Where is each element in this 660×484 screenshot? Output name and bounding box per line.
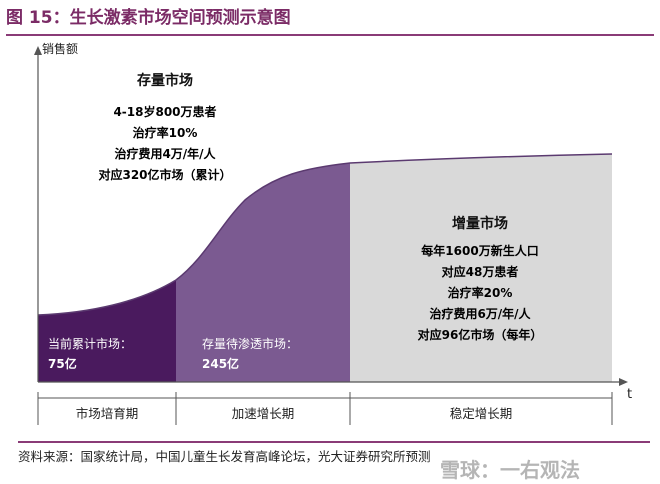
pending-market-area	[176, 163, 350, 382]
incremental-market-line: 每年1600万新生人口	[421, 244, 539, 258]
phase-label: 稳定增长期	[449, 406, 513, 421]
incremental-market-line: 对应48万患者	[441, 265, 519, 279]
y-axis-arrow	[34, 46, 42, 55]
stock-market-block: 存量市场 4-18岁800万患者 治疗率10% 治疗费用4万/年/人 对应320…	[80, 70, 250, 186]
incremental-market-line: 对应96亿市场（每年）	[417, 328, 543, 342]
stock-market-line: 治疗率10%	[132, 126, 198, 140]
figure-title: 图 15：生长激素市场空间预测示意图	[6, 4, 654, 36]
pending-market-value: 245亿	[202, 357, 240, 371]
phase-label: 加速增长期	[231, 406, 295, 421]
cumulative-market-label: 当前累计市场： 75亿	[48, 334, 132, 374]
pending-market-text: 存量待渗透市场：	[202, 337, 299, 351]
growth-curve	[37, 153, 613, 316]
incremental-market-line: 治疗率20%	[447, 286, 513, 300]
figure-title-text: 图 15：生长激素市场空间预测示意图	[6, 8, 291, 28]
cumulative-market-area	[38, 280, 176, 382]
x-axis-label: t	[627, 387, 633, 402]
pending-market-label: 存量待渗透市场： 245亿	[202, 334, 298, 374]
stock-market-line: 对应320亿市场（累计）	[98, 168, 232, 182]
incremental-market-line: 治疗费用6万/年/人	[429, 307, 531, 321]
y-axis-label: 销售额	[42, 42, 79, 56]
cumulative-market-value: 75亿	[48, 357, 77, 371]
source-note: 资料来源：国家统计局，中国儿童生长发育高峰论坛，光大证券研究所预测	[18, 441, 650, 465]
source-text: 资料来源：国家统计局，中国儿童生长发育高峰论坛，光大证券研究所预测	[18, 449, 431, 464]
watermark: 雪球：一右观法	[440, 458, 580, 482]
stock-market-line: 治疗费用4万/年/人	[114, 147, 216, 161]
incremental-market-area	[350, 154, 612, 382]
stock-market-line: 4-18岁800万患者	[113, 105, 217, 119]
stock-market-heading: 存量市场	[137, 73, 193, 89]
x-axis-arrow	[619, 378, 628, 386]
phase-label: 市场培育期	[75, 406, 139, 421]
incremental-market-heading: 增量市场	[452, 216, 508, 232]
cumulative-market-text: 当前累计市场：	[48, 337, 133, 351]
incremental-market-block: 增量市场 每年1600万新生人口 对应48万患者 治疗率20% 治疗费用6万/年…	[390, 213, 570, 346]
